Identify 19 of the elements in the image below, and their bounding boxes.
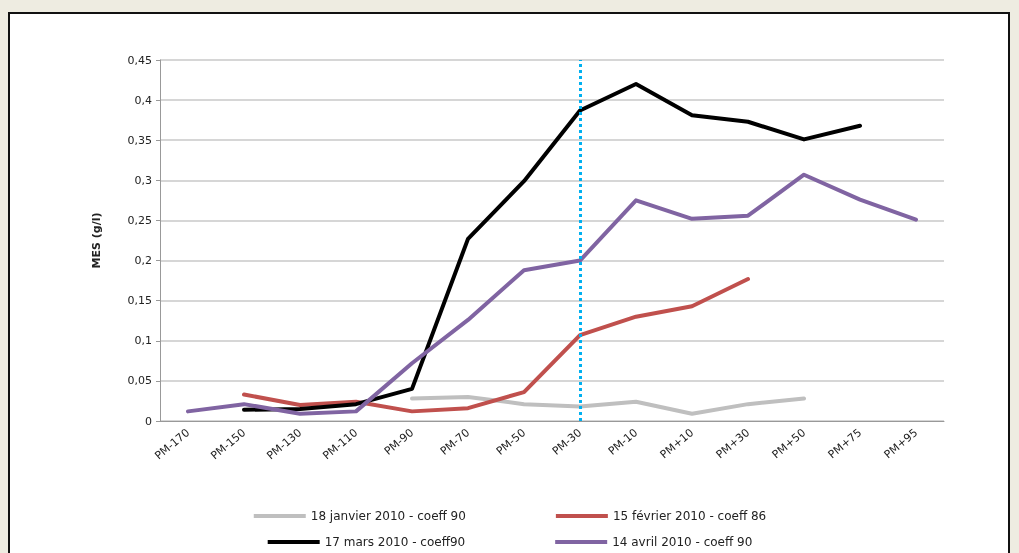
line-series xyxy=(242,277,750,414)
y-tick-label: 0,05 xyxy=(127,374,152,388)
y-axis-title: MES (g/l) xyxy=(90,212,103,269)
y-tick-label: 0,1 xyxy=(134,334,152,348)
y-tick-label: 0,2 xyxy=(134,254,152,268)
y-tick-label: 0,3 xyxy=(134,173,152,187)
y-tick-label: 0,35 xyxy=(127,133,152,147)
line-series xyxy=(410,394,806,416)
y-tick-label: 0 xyxy=(145,414,152,428)
legend-label: 14 avril 2010 - coeff 90 xyxy=(612,535,753,549)
legend-label: 18 janvier 2010 - coeff 90 xyxy=(310,509,466,523)
legend-label: 15 février 2010 - coeff 86 xyxy=(612,509,767,523)
y-tick-label: 0,25 xyxy=(127,213,152,227)
y-tick-label: 0,45 xyxy=(127,53,152,67)
line-series xyxy=(242,82,862,412)
legend-label: 17 mars 2010 - coeff90 xyxy=(324,535,466,549)
line-series xyxy=(186,172,918,416)
y-tick-label: 0,4 xyxy=(134,93,152,107)
y-tick-label: 0,15 xyxy=(127,294,152,308)
